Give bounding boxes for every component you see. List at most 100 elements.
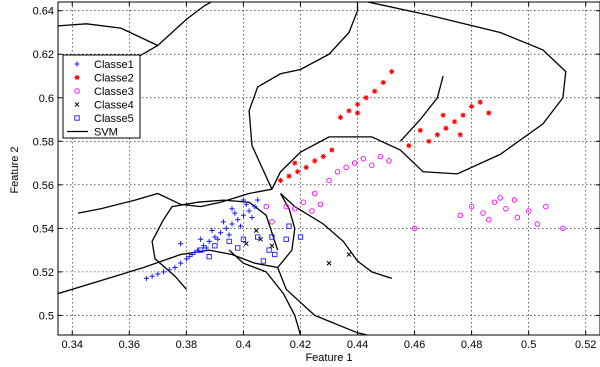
x-tick-label: 0.38 [176, 339, 197, 351]
svm-boundary-line [58, 23, 159, 47]
classe4-point [258, 236, 263, 242]
classe1-point [240, 212, 247, 218]
classe1-point [255, 197, 261, 203]
classe3-point [525, 208, 532, 214]
classe2-point [380, 79, 386, 86]
classe2-point [372, 88, 378, 94]
classe1-point [249, 214, 255, 221]
classe5-point [297, 234, 304, 240]
classe1-point [195, 247, 201, 253]
classe1-point [223, 225, 229, 231]
classe1-point [200, 243, 207, 249]
x-tick-label: 0.42 [290, 339, 311, 351]
legend-label: Classe2 [94, 73, 134, 85]
classe2-point [329, 147, 335, 153]
classe2-point [469, 103, 475, 110]
classe1-point [240, 197, 247, 203]
classe3-point [560, 225, 566, 232]
classe3-point [468, 203, 475, 210]
y-tick-label: 0.5 [39, 310, 54, 322]
classe1-point [143, 275, 150, 282]
classe1-point [203, 245, 209, 251]
data-points [143, 69, 566, 282]
classe3-point [269, 219, 275, 225]
classe2-point [443, 125, 449, 131]
classe2-point [457, 132, 463, 138]
classe3-point [497, 195, 503, 201]
x-tick-label: 0.34 [62, 339, 83, 351]
classe3-point [485, 216, 492, 223]
x-axis-label: Feature 1 [305, 352, 352, 364]
legend-label: Classe1 [94, 59, 134, 71]
classe3-point [386, 158, 392, 164]
classe1-point [252, 203, 258, 210]
x-tick-label: 0.4 [236, 339, 251, 351]
x-tick-label: 0.5 [521, 339, 536, 351]
classe2-point [460, 112, 466, 118]
classe1-point [178, 260, 184, 266]
classe3-point [491, 199, 498, 205]
classe1-point [220, 219, 227, 225]
classe3-point [503, 206, 509, 212]
classe3-point [334, 169, 341, 175]
classe1-point [235, 217, 241, 223]
classe5-point [206, 253, 212, 260]
classe5-legend-marker [74, 115, 80, 121]
classe2-point [337, 114, 344, 120]
y-tick-label: 0.6 [39, 93, 54, 105]
classe4-legend-marker [74, 102, 80, 107]
classe1-point [178, 240, 184, 247]
classe1-point [232, 210, 238, 216]
classe2-point [354, 101, 361, 107]
svm-boundary-line [162, 199, 279, 251]
classe2-point [389, 69, 395, 75]
y-tick-label: 0.62 [33, 49, 54, 61]
classe1-point [226, 232, 232, 238]
svm-boundary-line [228, 249, 302, 335]
classe2-point [277, 177, 284, 184]
classe1-point [206, 238, 212, 245]
classe2-point [295, 169, 301, 175]
x-tick-label: 0.46 [404, 339, 425, 351]
classe3-point [292, 206, 298, 212]
classe5-point [197, 247, 204, 253]
classe4-point [243, 241, 249, 247]
classe3-legend-marker [74, 88, 80, 94]
svm-boundary-line [151, 219, 187, 290]
classe2-point [303, 164, 309, 171]
y-tick-label: 0.56 [33, 180, 54, 192]
plot-frame [57, 1, 600, 336]
y-axis-label: Feature 2 [9, 146, 21, 193]
classe1-point [229, 206, 235, 212]
classe2-point [477, 99, 483, 105]
classe1-point [229, 221, 235, 227]
classe1-point [166, 267, 172, 273]
classe2-point [440, 112, 446, 118]
classe2-point [320, 153, 326, 160]
y-tick-label: 0.58 [33, 136, 54, 148]
svm-boundary-line [248, 2, 359, 190]
classe1-point [198, 236, 204, 242]
classe1-point [218, 230, 224, 236]
classe5-point [272, 251, 278, 258]
classe3-point [311, 190, 318, 197]
classe1-point [155, 271, 161, 277]
classe3-point [283, 203, 289, 210]
classe3-point [534, 221, 540, 227]
classe4-point [269, 243, 275, 249]
classe3-point [360, 155, 366, 162]
classe5-point [286, 223, 292, 229]
classe1-point [209, 227, 215, 234]
legend-label: SVM [94, 127, 118, 139]
classe5-point [235, 245, 241, 251]
classe2-point [417, 127, 423, 134]
classe1-point [172, 264, 178, 271]
classe2-point [406, 143, 412, 149]
x-tick-label: 0.52 [575, 339, 596, 351]
classe5-point [255, 234, 261, 240]
classe1-point [243, 201, 249, 208]
classe1-point [189, 251, 195, 258]
classe1-point [215, 236, 221, 242]
